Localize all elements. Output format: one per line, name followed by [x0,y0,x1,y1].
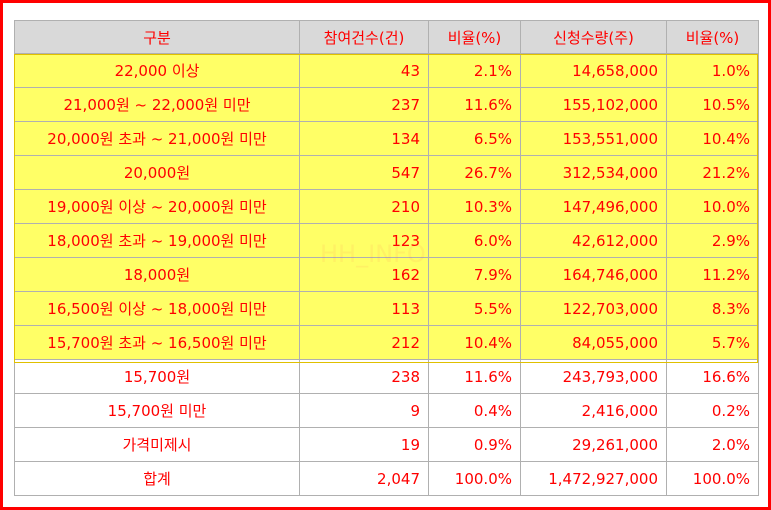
table-row: 20,000원 547 26.7% 312,534,000 21.2% [14,155,759,190]
cell-qty-pct: 1.0% [666,53,759,88]
cell-category: 18,000원 초과 ~ 19,000원 미만 [14,223,300,258]
cell-count: 238 [299,359,429,394]
cell-qty: 29,261,000 [520,427,667,462]
cell-category: 20,000원 초과 ~ 21,000원 미만 [14,121,300,156]
cell-qty: 155,102,000 [520,87,667,122]
cell-qty: 2,416,000 [520,393,667,428]
cell-count: 19 [299,427,429,462]
cell-count: 162 [299,257,429,292]
cell-category: 21,000원 ~ 22,000원 미만 [14,87,300,122]
cell-qty: 164,746,000 [520,257,667,292]
cell-count: 2,047 [299,461,429,496]
table-row: 18,000원 162 7.9% 164,746,000 11.2% [14,257,759,292]
cell-qty: 243,793,000 [520,359,667,394]
cell-qty-pct: 8.3% [666,291,759,326]
header-count: 참여건수(건) [299,20,429,54]
table-row: 19,000원 이상 ~ 20,000원 미만 210 10.3% 147,496,0… [14,189,759,224]
cell-qty: 1,472,927,000 [520,461,667,496]
cell-qty: 14,658,000 [520,53,667,88]
cell-qty-pct: 2.0% [666,427,759,462]
header-qty: 신청수량(주) [520,20,667,54]
cell-qty-pct: 0.2% [666,393,759,428]
cell-qty-pct: 10.4% [666,121,759,156]
cell-category: 합계 [14,461,300,496]
cell-qty: 84,055,000 [520,325,667,360]
table-body: 22,000 이상 43 2.1% 14,658,000 1.0% 21,000원 ~ 2… [14,53,759,496]
cell-qty-pct: 11.2% [666,257,759,292]
cell-qty: 42,612,000 [520,223,667,258]
cell-count-pct: 10.3% [428,189,521,224]
cell-qty-pct: 100.0% [666,461,759,496]
table-row: 15,700원 초과 ~ 16,500원 미만 212 10.4% 84,055,00… [14,325,759,360]
cell-count-pct: 6.5% [428,121,521,156]
cell-qty-pct: 10.0% [666,189,759,224]
cell-count-pct: 6.0% [428,223,521,258]
cell-qty-pct: 21.2% [666,155,759,190]
cell-qty: 122,703,000 [520,291,667,326]
cell-qty: 153,551,000 [520,121,667,156]
cell-count-pct: 11.6% [428,359,521,394]
cell-category: 15,700원 초과 ~ 16,500원 미만 [14,325,300,360]
cell-qty-pct: 16.6% [666,359,759,394]
cell-qty-pct: 5.7% [666,325,759,360]
table-row: 20,000원 초과 ~ 21,000원 미만 134 6.5% 153,551,00… [14,121,759,156]
table-row: 21,000원 ~ 22,000원 미만 237 11.6% 155,102,000 1… [14,87,759,122]
cell-count: 212 [299,325,429,360]
cell-qty: 312,534,000 [520,155,667,190]
cell-count-pct: 11.6% [428,87,521,122]
cell-count: 210 [299,189,429,224]
cell-count-pct: 5.5% [428,291,521,326]
cell-category: 가격미제시 [14,427,300,462]
cell-count-pct: 26.7% [428,155,521,190]
cell-qty: 147,496,000 [520,189,667,224]
cell-count-pct: 0.9% [428,427,521,462]
demand-forecast-table: 구분 참여건수(건) 비율(%) 신청수량(주) 비율(%) 22,000 이상… [14,20,759,496]
header-category: 구분 [14,20,300,54]
cell-count: 134 [299,121,429,156]
table-row: 15,700원 미만 9 0.4% 2,416,000 0.2% [14,393,759,428]
cell-count-pct: 7.9% [428,257,521,292]
cell-count: 113 [299,291,429,326]
header-count-pct: 비율(%) [428,20,521,54]
cell-count-pct: 2.1% [428,53,521,88]
cell-count: 547 [299,155,429,190]
cell-count: 123 [299,223,429,258]
cell-category: 20,000원 [14,155,300,190]
table-row: 합계 2,047 100.0% 1,472,927,000 100.0% [14,461,759,496]
cell-category: 16,500원 이상 ~ 18,000원 미만 [14,291,300,326]
cell-count: 43 [299,53,429,88]
table-row: 가격미제시 19 0.9% 29,261,000 2.0% [14,427,759,462]
header-row: 구분 참여건수(건) 비율(%) 신청수량(주) 비율(%) [14,20,759,54]
cell-qty-pct: 10.5% [666,87,759,122]
cell-count-pct: 10.4% [428,325,521,360]
cell-count: 237 [299,87,429,122]
cell-category: 22,000 이상 [14,53,300,88]
cell-qty-pct: 2.9% [666,223,759,258]
table-row: 15,700원 238 11.6% 243,793,000 16.6% [14,359,759,394]
cell-count-pct: 0.4% [428,393,521,428]
table-row: 18,000원 초과 ~ 19,000원 미만 123 6.0% 42,612,000… [14,223,759,258]
table-row: 16,500원 이상 ~ 18,000원 미만 113 5.5% 122,703,00… [14,291,759,326]
header-qty-pct: 비율(%) [666,20,759,54]
cell-category: 19,000원 이상 ~ 20,000원 미만 [14,189,300,224]
cell-category: 15,700원 [14,359,300,394]
cell-category: 15,700원 미만 [14,393,300,428]
cell-category: 18,000원 [14,257,300,292]
table-row: 22,000 이상 43 2.1% 14,658,000 1.0% [14,53,759,88]
cell-count: 9 [299,393,429,428]
cell-count-pct: 100.0% [428,461,521,496]
